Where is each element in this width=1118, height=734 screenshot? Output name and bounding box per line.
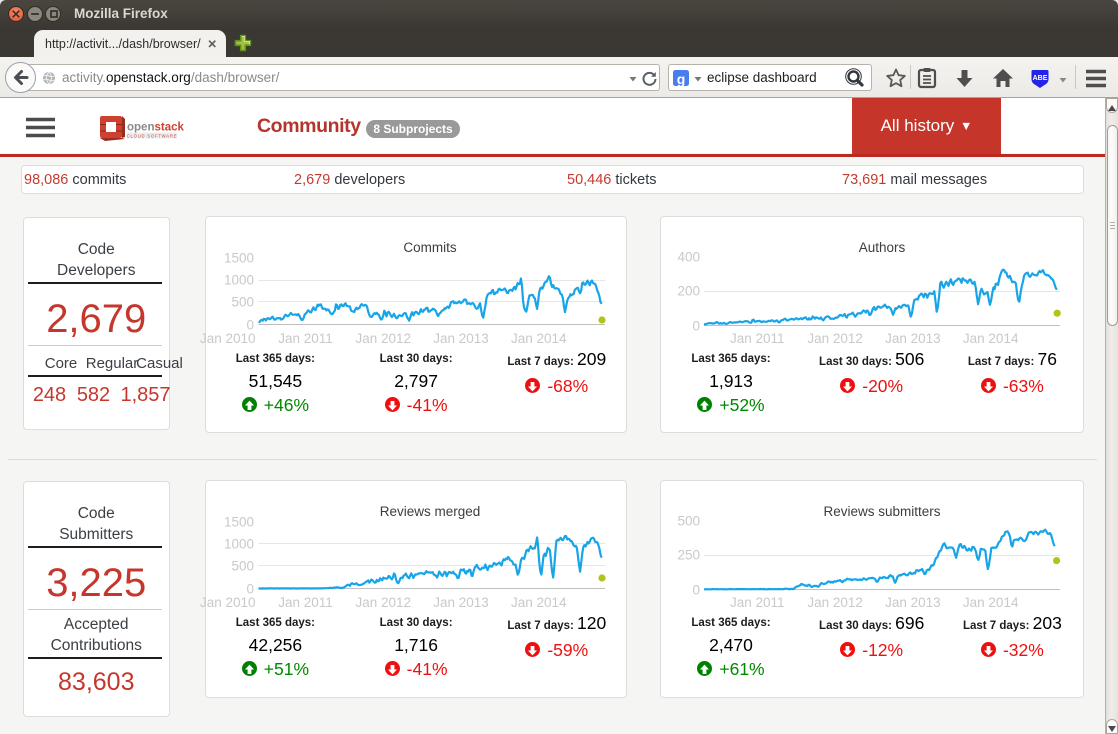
svg-text:ABE: ABE (1033, 75, 1048, 82)
svg-text:openstack: openstack (127, 122, 185, 134)
svg-text:CLOUD SOFTWARE: CLOUD SOFTWARE (127, 133, 178, 138)
